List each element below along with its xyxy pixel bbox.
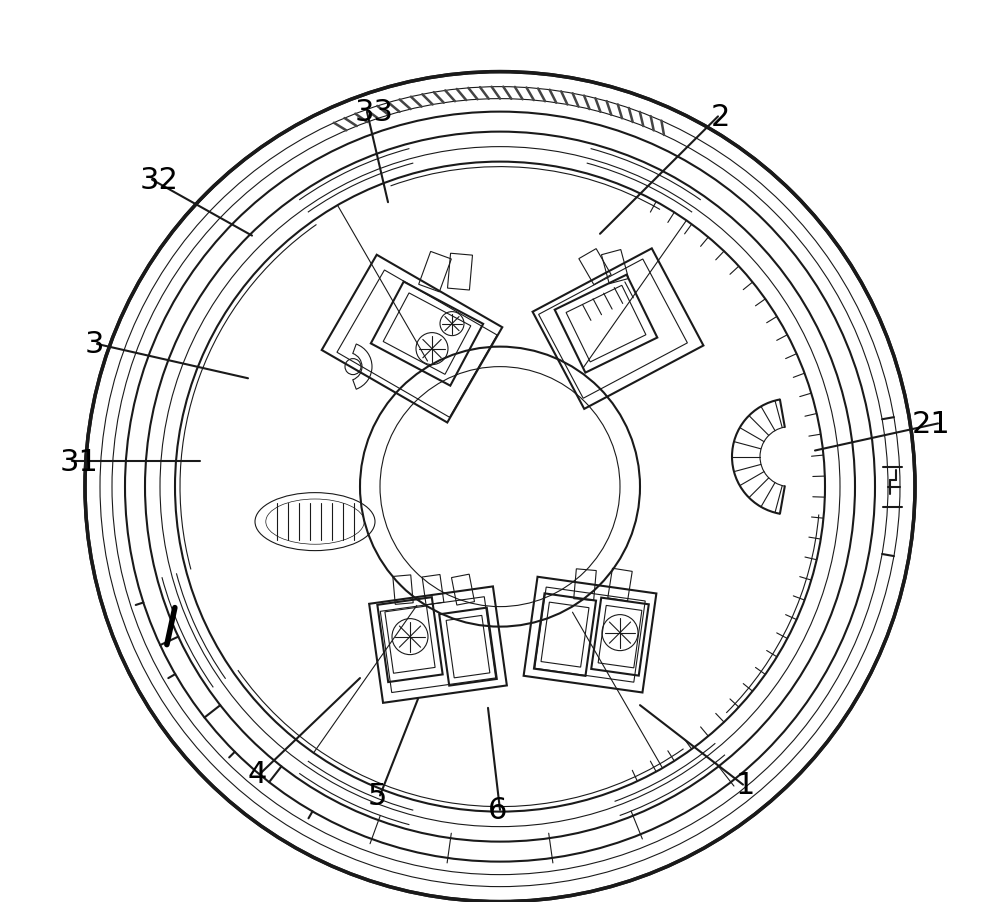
Text: 33: 33 <box>355 98 394 127</box>
Text: 32: 32 <box>140 166 179 195</box>
Text: 2: 2 <box>711 103 730 132</box>
Text: 1: 1 <box>736 770 755 799</box>
Text: 4: 4 <box>248 759 267 788</box>
Text: 31: 31 <box>60 447 99 476</box>
Text: 5: 5 <box>368 781 387 810</box>
Text: 3: 3 <box>85 330 104 359</box>
Text: 6: 6 <box>488 796 507 824</box>
Text: 21: 21 <box>911 410 950 438</box>
Circle shape <box>85 72 915 902</box>
